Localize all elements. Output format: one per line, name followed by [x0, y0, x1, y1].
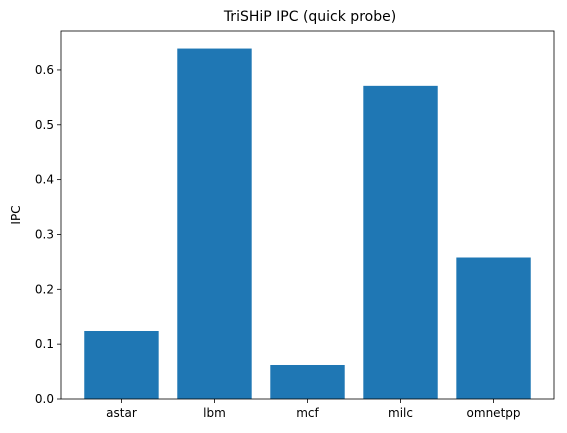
x-tick-label-mcf: mcf	[296, 406, 319, 420]
x-tick-label-milc: milc	[388, 406, 413, 420]
y-tick-label: 0.0	[35, 392, 54, 406]
y-ticks-group: 0.0 0.1 0.2 0.3 0.4 0.5 0.6	[35, 63, 61, 406]
y-tick-label: 0.6	[35, 63, 54, 77]
y-tick-label: 0.1	[35, 337, 54, 351]
x-tick-label-lbm: lbm	[203, 406, 226, 420]
x-tick-label-astar: astar	[106, 406, 137, 420]
x-tick-label-omnetpp: omnetpp	[467, 406, 521, 420]
bar-milc	[363, 85, 438, 400]
y-tick-label: 0.4	[35, 173, 54, 187]
x-ticks-group: astar lbm mcf milc omnetpp	[106, 399, 521, 420]
plot-frame	[60, 30, 555, 400]
y-tick-label: 0.5	[35, 118, 54, 132]
bar-astar	[84, 330, 159, 399]
bar-omnetpp	[456, 257, 531, 399]
bars-group	[84, 48, 531, 400]
y-axis-label: IPC	[9, 205, 23, 224]
bar-lbm	[177, 48, 252, 399]
chart-title: TriSHiP IPC (quick probe)	[223, 9, 396, 25]
bar-mcf	[270, 364, 345, 399]
y-tick-label: 0.3	[35, 227, 54, 241]
y-tick-label: 0.2	[35, 282, 54, 296]
